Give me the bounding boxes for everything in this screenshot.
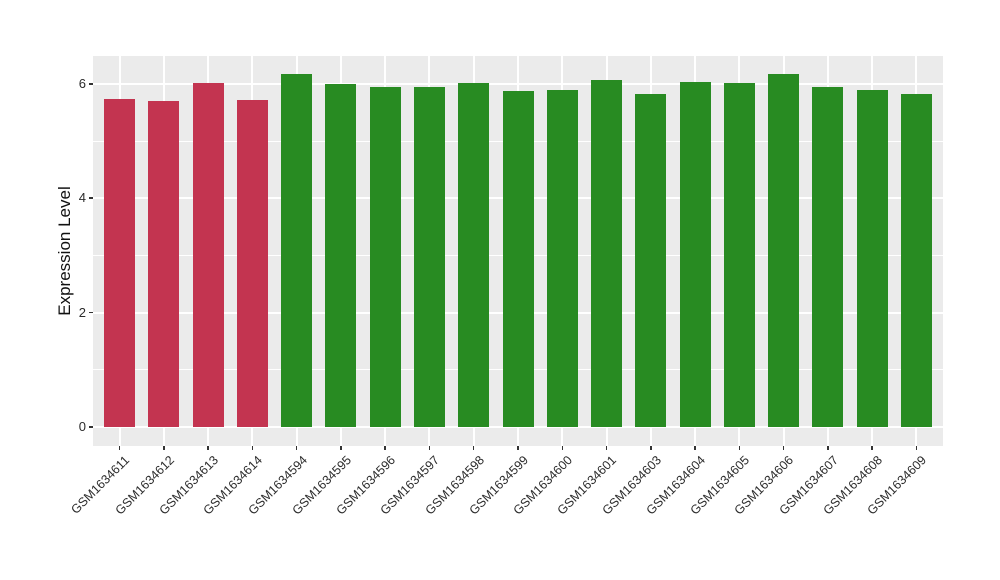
x-tick-mark [340, 446, 342, 450]
bar [679, 82, 711, 427]
bar [856, 89, 888, 427]
bar [236, 100, 268, 427]
bar [192, 82, 224, 427]
x-tick-mark [517, 446, 519, 450]
x-tick-mark [650, 446, 652, 450]
y-tick-label: 2 [78, 304, 86, 320]
bar [458, 83, 490, 427]
x-tick-mark [871, 446, 873, 450]
x-tick-mark [384, 446, 386, 450]
bar [768, 74, 800, 427]
x-tick-mark [738, 446, 741, 450]
y-tick-mark [89, 197, 93, 199]
bar [723, 83, 755, 427]
x-tick-mark [827, 446, 829, 450]
y-tick-mark [89, 311, 93, 314]
y-tick-label: 0 [78, 419, 86, 434]
x-tick-mark [782, 446, 785, 450]
bar [502, 91, 534, 427]
bar [546, 89, 578, 427]
x-tick-mark [694, 446, 696, 450]
bar [104, 99, 136, 427]
x-tick-mark [561, 446, 564, 450]
x-tick-mark [118, 446, 121, 450]
x-tick-mark [915, 446, 918, 450]
plot-panel [93, 56, 943, 446]
bar [369, 87, 401, 427]
bar [281, 73, 313, 427]
bar [325, 83, 357, 427]
x-tick-mark [251, 446, 254, 450]
bar [413, 87, 445, 427]
bar [812, 86, 844, 427]
x-tick-mark [428, 446, 431, 450]
x-tick-mark [295, 446, 298, 450]
bar [591, 79, 623, 427]
x-tick-mark [207, 446, 209, 450]
bar [900, 94, 932, 427]
x-tick-mark [472, 446, 475, 450]
x-tick-mark [605, 446, 608, 450]
y-tick-mark [89, 83, 93, 85]
y-tick-mark [89, 426, 93, 428]
y-axis-title: Expression Level [55, 186, 74, 316]
bar [635, 94, 667, 427]
y-tick-label: 4 [78, 190, 86, 206]
y-tick-label: 6 [78, 75, 86, 91]
bar [148, 100, 180, 427]
x-tick-mark [163, 446, 165, 450]
